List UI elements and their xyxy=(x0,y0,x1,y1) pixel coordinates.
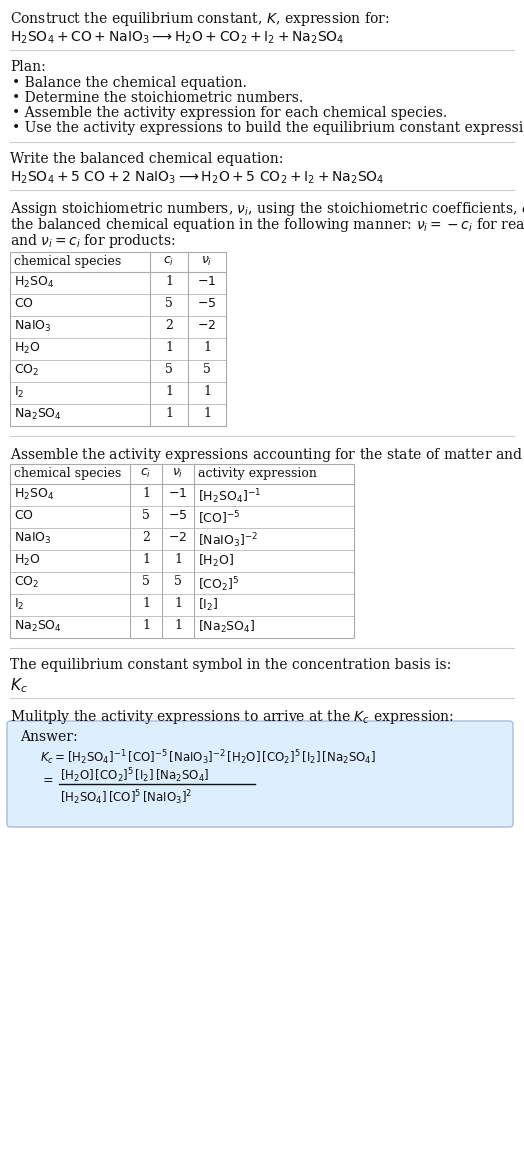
Bar xyxy=(10,252,226,426)
Text: $-1$: $-1$ xyxy=(198,275,216,288)
Text: $\mathrm{I_2}$: $\mathrm{I_2}$ xyxy=(14,597,25,612)
Text: • Balance the chemical equation.: • Balance the chemical equation. xyxy=(12,76,247,90)
Text: $-2$: $-2$ xyxy=(198,319,216,332)
Text: $[\mathrm{Na_2SO_4}]$: $[\mathrm{Na_2SO_4}]$ xyxy=(198,619,256,635)
Text: Construct the equilibrium constant, $K$, expression for:: Construct the equilibrium constant, $K$,… xyxy=(10,10,390,28)
Text: • Assemble the activity expression for each chemical species.: • Assemble the activity expression for e… xyxy=(12,106,447,120)
Text: 1: 1 xyxy=(174,553,182,566)
Text: Plan:: Plan: xyxy=(10,60,46,74)
Text: • Determine the stoichiometric numbers.: • Determine the stoichiometric numbers. xyxy=(12,91,303,105)
Text: Assemble the activity expressions accounting for the state of matter and $\nu_i$: Assemble the activity expressions accoun… xyxy=(10,445,524,464)
Text: 5: 5 xyxy=(165,297,173,310)
Bar xyxy=(10,464,354,638)
Text: 1: 1 xyxy=(165,341,173,354)
Text: $[\mathrm{H_2SO_4}]\,[\mathrm{CO}]^5\,[\mathrm{NaIO_3}]^2$: $[\mathrm{H_2SO_4}]\,[\mathrm{CO}]^5\,[\… xyxy=(60,788,192,806)
Text: $[\mathrm{NaIO_3}]^{-2}$: $[\mathrm{NaIO_3}]^{-2}$ xyxy=(198,531,258,550)
Text: 5: 5 xyxy=(174,575,182,588)
Text: 1: 1 xyxy=(165,385,173,398)
Text: $\mathrm{I_2}$: $\mathrm{I_2}$ xyxy=(14,385,25,400)
Text: $c_i$: $c_i$ xyxy=(140,467,151,480)
Text: $\mathrm{H_2SO_4 + 5\ CO + 2\ NaIO_3 \longrightarrow H_2O + 5\ CO_2 + I_2 + Na_2: $\mathrm{H_2SO_4 + 5\ CO + 2\ NaIO_3 \lo… xyxy=(10,170,385,186)
Text: $\mathrm{H_2O}$: $\mathrm{H_2O}$ xyxy=(14,553,40,568)
Text: $\mathrm{NaIO_3}$: $\mathrm{NaIO_3}$ xyxy=(14,531,51,546)
Text: 5: 5 xyxy=(142,575,150,588)
Text: 5: 5 xyxy=(165,363,173,376)
Text: $c_i$: $c_i$ xyxy=(163,255,174,268)
Text: the balanced chemical equation in the following manner: $\nu_i = -c_i$ for react: the balanced chemical equation in the fo… xyxy=(10,216,524,234)
Text: $\nu_i$: $\nu_i$ xyxy=(172,467,184,480)
Text: The equilibrium constant symbol in the concentration basis is:: The equilibrium constant symbol in the c… xyxy=(10,658,451,672)
Text: $[\mathrm{H_2O}]$: $[\mathrm{H_2O}]$ xyxy=(198,553,234,569)
Text: 1: 1 xyxy=(142,619,150,632)
Text: $[\mathrm{CO}]^{-5}$: $[\mathrm{CO}]^{-5}$ xyxy=(198,509,241,526)
Text: activity expression: activity expression xyxy=(198,467,317,480)
Text: $\mathrm{Na_2SO_4}$: $\mathrm{Na_2SO_4}$ xyxy=(14,407,62,422)
Text: $\mathrm{H_2O}$: $\mathrm{H_2O}$ xyxy=(14,341,40,356)
Text: $\mathrm{CO_2}$: $\mathrm{CO_2}$ xyxy=(14,575,39,590)
Text: 1: 1 xyxy=(142,487,150,500)
Text: • Use the activity expressions to build the equilibrium constant expression.: • Use the activity expressions to build … xyxy=(12,121,524,135)
Text: $[\mathrm{H_2SO_4}]^{-1}$: $[\mathrm{H_2SO_4}]^{-1}$ xyxy=(198,487,261,506)
Text: 2: 2 xyxy=(142,531,150,544)
Text: $\mathrm{CO_2}$: $\mathrm{CO_2}$ xyxy=(14,363,39,378)
Text: 1: 1 xyxy=(165,407,173,420)
Text: $[\mathrm{H_2O}]\,[\mathrm{CO_2}]^5\,[\mathrm{I_2}]\,[\mathrm{Na_2SO_4}]$: $[\mathrm{H_2O}]\,[\mathrm{CO_2}]^5\,[\m… xyxy=(60,766,210,784)
FancyBboxPatch shape xyxy=(7,721,513,827)
Text: Write the balanced chemical equation:: Write the balanced chemical equation: xyxy=(10,152,283,165)
Text: 5: 5 xyxy=(142,509,150,522)
Text: $\mathrm{H_2SO_4 + CO + NaIO_3 \longrightarrow H_2O + CO_2 + I_2 + Na_2SO_4}$: $\mathrm{H_2SO_4 + CO + NaIO_3 \longrigh… xyxy=(10,30,344,46)
Text: Mulitply the activity expressions to arrive at the $K_c$ expression:: Mulitply the activity expressions to arr… xyxy=(10,708,454,725)
Text: $\mathrm{NaIO_3}$: $\mathrm{NaIO_3}$ xyxy=(14,319,51,334)
Text: Answer:: Answer: xyxy=(20,730,78,744)
Text: $K_c = [\mathrm{H_2SO_4}]^{-1}\,[\mathrm{CO}]^{-5}\,[\mathrm{NaIO_3}]^{-2}\,[\ma: $K_c = [\mathrm{H_2SO_4}]^{-1}\,[\mathrm… xyxy=(40,747,376,767)
Text: 1: 1 xyxy=(174,619,182,632)
Text: chemical species: chemical species xyxy=(14,467,121,480)
Text: $= $: $= $ xyxy=(40,772,53,784)
Text: $-2$: $-2$ xyxy=(168,531,188,544)
Text: 1: 1 xyxy=(142,553,150,566)
Text: 1: 1 xyxy=(203,385,211,398)
Text: $K_c$: $K_c$ xyxy=(10,676,28,694)
Text: $-5$: $-5$ xyxy=(198,297,217,310)
Text: $\mathrm{Na_2SO_4}$: $\mathrm{Na_2SO_4}$ xyxy=(14,619,62,634)
Text: $\mathrm{H_2SO_4}$: $\mathrm{H_2SO_4}$ xyxy=(14,275,54,290)
Text: $-5$: $-5$ xyxy=(168,509,188,522)
Text: and $\nu_i = c_i$ for products:: and $\nu_i = c_i$ for products: xyxy=(10,233,176,250)
Text: $\mathrm{H_2SO_4}$: $\mathrm{H_2SO_4}$ xyxy=(14,487,54,502)
Text: 5: 5 xyxy=(203,363,211,376)
Text: 2: 2 xyxy=(165,319,173,332)
Text: $\mathrm{CO}$: $\mathrm{CO}$ xyxy=(14,297,34,310)
Text: 1: 1 xyxy=(203,341,211,354)
Text: 1: 1 xyxy=(203,407,211,420)
Text: $-1$: $-1$ xyxy=(168,487,188,500)
Text: 1: 1 xyxy=(142,597,150,610)
Text: chemical species: chemical species xyxy=(14,255,121,268)
Text: Assign stoichiometric numbers, $\nu_i$, using the stoichiometric coefficients, $: Assign stoichiometric numbers, $\nu_i$, … xyxy=(10,200,524,218)
Text: 1: 1 xyxy=(174,597,182,610)
Text: $[\mathrm{I_2}]$: $[\mathrm{I_2}]$ xyxy=(198,597,219,613)
Text: 1: 1 xyxy=(165,275,173,288)
Text: $\nu_i$: $\nu_i$ xyxy=(201,255,213,268)
Text: $\mathrm{CO}$: $\mathrm{CO}$ xyxy=(14,509,34,522)
Text: $[\mathrm{CO_2}]^5$: $[\mathrm{CO_2}]^5$ xyxy=(198,575,239,594)
